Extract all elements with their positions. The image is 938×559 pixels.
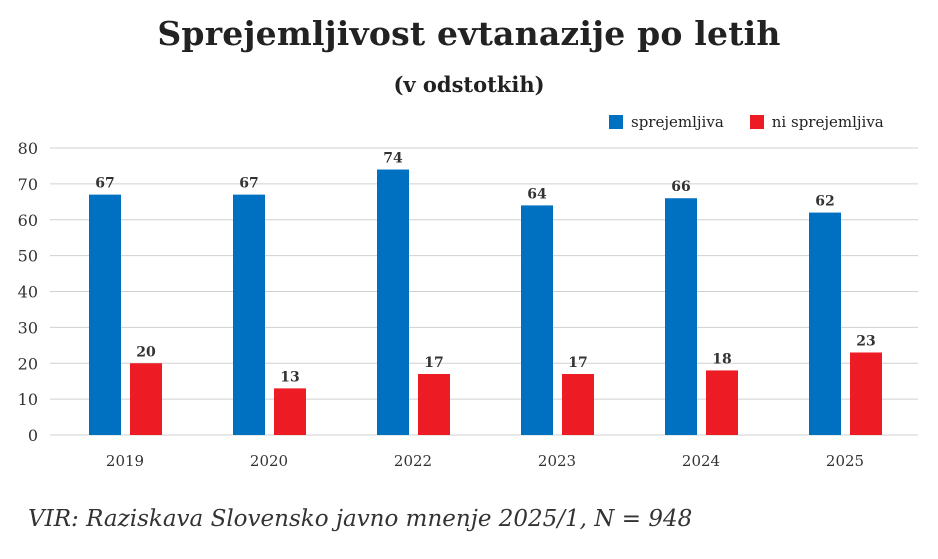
x-tick-label: 2022 [394, 452, 432, 470]
legend-item-ni-sprejemljiva: ni sprejemljiva [749, 113, 884, 131]
bar-ni-sprejemljiva [706, 370, 738, 435]
legend: sprejemljiva ni sprejemljiva [609, 113, 910, 131]
data-label: 67 [239, 176, 258, 192]
data-label: 13 [280, 369, 299, 385]
data-label: 62 [815, 194, 834, 210]
bar-ni-sprejemljiva [418, 374, 450, 435]
bar-sprejemljiva [233, 194, 265, 435]
x-tick-label: 2020 [250, 452, 288, 470]
legend-swatch [609, 115, 623, 129]
bar-sprejemljiva [665, 198, 697, 435]
data-label: 67 [95, 176, 114, 192]
bar-sprejemljiva [89, 194, 121, 435]
bar-ni-sprejemljiva [850, 352, 882, 435]
y-tick-label: 60 [18, 211, 38, 230]
data-label: 18 [712, 351, 731, 367]
data-label: 66 [671, 179, 690, 195]
chart-title: Sprejemljivost evtanazije po letih [157, 14, 781, 53]
bar-sprejemljiva [809, 212, 841, 435]
x-tick-label: 2019 [106, 452, 144, 470]
x-tick-label: 2023 [538, 452, 576, 470]
y-tick-label: 70 [18, 175, 38, 194]
bar-sprejemljiva [377, 169, 409, 435]
y-tick-label: 0 [28, 426, 38, 445]
y-tick-label: 10 [18, 390, 38, 409]
legend-label: ni sprejemljiva [771, 113, 884, 131]
legend-item-sprejemljiva: sprejemljiva [609, 113, 724, 131]
source-note: VIR: Raziskava Slovensko javno mnenje 20… [28, 506, 693, 532]
bar-sprejemljiva [521, 205, 553, 435]
bar-ni-sprejemljiva [562, 374, 594, 435]
y-tick-label: 20 [18, 354, 38, 373]
y-tick-label: 80 [18, 139, 38, 158]
x-tick-label: 2024 [682, 452, 720, 470]
data-label: 64 [527, 186, 547, 202]
y-tick-label: 30 [18, 318, 38, 337]
chart-subtitle: (v odstotkih) [393, 72, 545, 97]
data-label: 20 [136, 344, 156, 360]
legend-swatch [749, 115, 764, 129]
data-label: 17 [424, 355, 443, 371]
data-label: 23 [856, 333, 875, 349]
y-tick-label: 50 [18, 247, 38, 266]
y-tick-label: 40 [18, 283, 38, 302]
x-tick-label: 2025 [826, 452, 864, 470]
data-label: 74 [383, 151, 403, 167]
legend-label: sprejemljiva [631, 113, 724, 131]
bar-ni-sprejemljiva [274, 388, 306, 435]
data-label: 17 [568, 355, 587, 371]
bar-ni-sprejemljiva [130, 363, 162, 435]
